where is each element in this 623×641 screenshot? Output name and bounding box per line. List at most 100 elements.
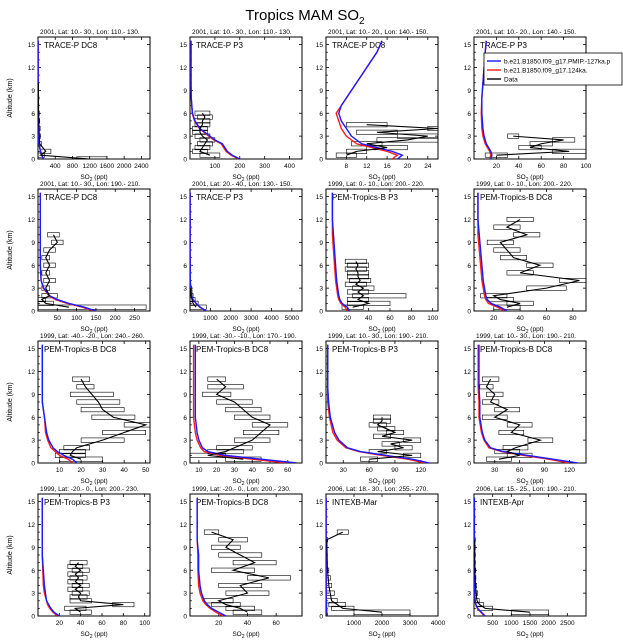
panel-header: 1999, Lat: 10.- 30., Lon: 190.- 210. bbox=[328, 333, 428, 340]
y-tick-label: 12 bbox=[464, 369, 472, 376]
series-line-data bbox=[40, 234, 69, 308]
y-axis-label: Altitude (km) bbox=[7, 382, 14, 421]
error-bar bbox=[71, 567, 90, 573]
x-tick-label: 1500 bbox=[523, 620, 538, 627]
y-tick-label: 6 bbox=[319, 415, 323, 422]
panel-frame bbox=[189, 493, 303, 617]
error-bar bbox=[502, 445, 529, 451]
error-bar bbox=[493, 224, 521, 230]
y-axis-label: Altitude (km) bbox=[7, 230, 14, 269]
error-bar bbox=[211, 544, 241, 550]
x-tick-label: 50 bbox=[54, 315, 62, 322]
y-tick-label: 15 bbox=[316, 194, 324, 201]
error-bar bbox=[243, 429, 280, 435]
error-bar bbox=[59, 449, 86, 455]
series-line-model-1 bbox=[327, 344, 430, 463]
error-bar bbox=[552, 137, 576, 143]
panel-label: INTEXB-Mar bbox=[332, 498, 378, 507]
x-tick-label: 20 bbox=[215, 620, 223, 627]
error-bar bbox=[216, 445, 253, 451]
x-axis-label: SO2 (ppt) bbox=[368, 174, 395, 183]
x-axis-label: SO2 (ppt) bbox=[516, 478, 543, 487]
x-tick-label: 80 bbox=[560, 163, 568, 170]
x-tick-label: 200 bbox=[234, 163, 245, 170]
y-tick-label: 15 bbox=[180, 42, 188, 49]
error-bar bbox=[559, 277, 586, 283]
series-line-model-2 bbox=[192, 344, 288, 463]
y-tick-label: 6 bbox=[31, 111, 35, 118]
series-line-model-1 bbox=[326, 497, 329, 616]
panel-series bbox=[196, 497, 291, 616]
y-tick-label: 12 bbox=[316, 217, 324, 224]
panel-label: TRACE-P DC8 bbox=[44, 193, 98, 202]
error-bar bbox=[513, 232, 541, 238]
x-tick-label: 1000 bbox=[347, 620, 362, 627]
error-bar bbox=[70, 391, 114, 397]
panel-5: 2001, Lat: 10.- 30., Lon: 190.- 210. TRAC… bbox=[7, 181, 151, 335]
y-tick-label: 3 bbox=[31, 591, 35, 598]
series-line-data bbox=[199, 112, 211, 156]
error-bar bbox=[67, 586, 84, 592]
series-line-model-1 bbox=[196, 497, 227, 616]
x-tick-label: 500 bbox=[487, 620, 498, 627]
y-tick-label: 3 bbox=[183, 134, 187, 141]
error-bar bbox=[80, 407, 125, 413]
panel-label: PEM-Tropics-B P3 bbox=[332, 193, 398, 202]
error-bar bbox=[368, 422, 387, 428]
error-bar bbox=[38, 304, 147, 310]
error-bar bbox=[51, 239, 64, 245]
y-tick-label: 9 bbox=[183, 392, 187, 399]
y-tick-label: 12 bbox=[464, 522, 472, 529]
error-bar bbox=[43, 247, 56, 253]
error-bar bbox=[211, 602, 241, 608]
panel-series bbox=[327, 344, 430, 463]
x-tick-label: 40 bbox=[515, 163, 523, 170]
panel-frame bbox=[37, 188, 151, 312]
y-tick-label: 0 bbox=[467, 614, 471, 621]
error-bar bbox=[526, 262, 554, 268]
y-tick-label: 9 bbox=[467, 88, 471, 95]
x-tick-label: 16 bbox=[383, 163, 391, 170]
y-tick-label: 15 bbox=[464, 346, 472, 353]
error-bar bbox=[197, 114, 213, 120]
panel-label: TRACE-P P3 bbox=[480, 41, 528, 50]
error-bar bbox=[403, 452, 422, 458]
error-bar bbox=[251, 422, 289, 428]
y-tick-label: 6 bbox=[319, 111, 323, 118]
x-axis-label: SO2 (ppt) bbox=[516, 631, 543, 640]
error-bar bbox=[67, 579, 84, 585]
y-tick-label: 0 bbox=[183, 461, 187, 468]
panel-3: 2001, Lat: 10.- 20., Lon: 140.- 150. TRAC… bbox=[316, 29, 439, 183]
x-tick-label: 40 bbox=[121, 467, 129, 474]
error-bar bbox=[346, 122, 388, 128]
panel-frame bbox=[37, 36, 151, 160]
x-tick-label: 1000 bbox=[504, 620, 519, 627]
x-tick-label: 80 bbox=[120, 620, 128, 627]
panel-label: TRACE-P P3 bbox=[196, 41, 244, 50]
panel-11: 1999, Lat: 10.- 30., Lon: 190.- 210. PEM-… bbox=[316, 333, 439, 487]
y-tick-label: 0 bbox=[467, 157, 471, 164]
series-line-data bbox=[38, 82, 90, 159]
series-line-model-1 bbox=[337, 40, 404, 159]
error-bar bbox=[344, 258, 367, 264]
series-line-model-1 bbox=[477, 192, 508, 311]
panel-10: 1999, Lat: -30.- -10., Lon: 170.- 190. PE… bbox=[180, 333, 303, 487]
x-axis-label: SO2 (ppt) bbox=[368, 326, 395, 335]
x-tick-label: 2000 bbox=[541, 620, 556, 627]
series-line-data bbox=[474, 539, 531, 613]
x-tick-label: 10 bbox=[56, 467, 64, 474]
figure-title-main: Tropics MAM SO bbox=[245, 7, 359, 24]
series-line-model-1 bbox=[38, 40, 44, 159]
error-bar bbox=[494, 449, 520, 455]
series-line-data bbox=[369, 417, 413, 460]
y-tick-label: 15 bbox=[464, 194, 472, 201]
x-tick-label: 12 bbox=[363, 163, 371, 170]
panel-16: 2006, Lat: 15.- 25., Lon: 190.- 210. INTE… bbox=[464, 486, 587, 640]
panel-series bbox=[474, 497, 549, 616]
error-bar bbox=[353, 609, 411, 615]
series-line-model-1 bbox=[41, 497, 60, 616]
error-bar bbox=[484, 152, 508, 158]
error-bar bbox=[480, 293, 508, 299]
series-line-model-1 bbox=[331, 192, 351, 311]
panel-4: 2001, Lat: 10.- 20., Lon: 140.- 150. TRAC… bbox=[464, 29, 592, 183]
